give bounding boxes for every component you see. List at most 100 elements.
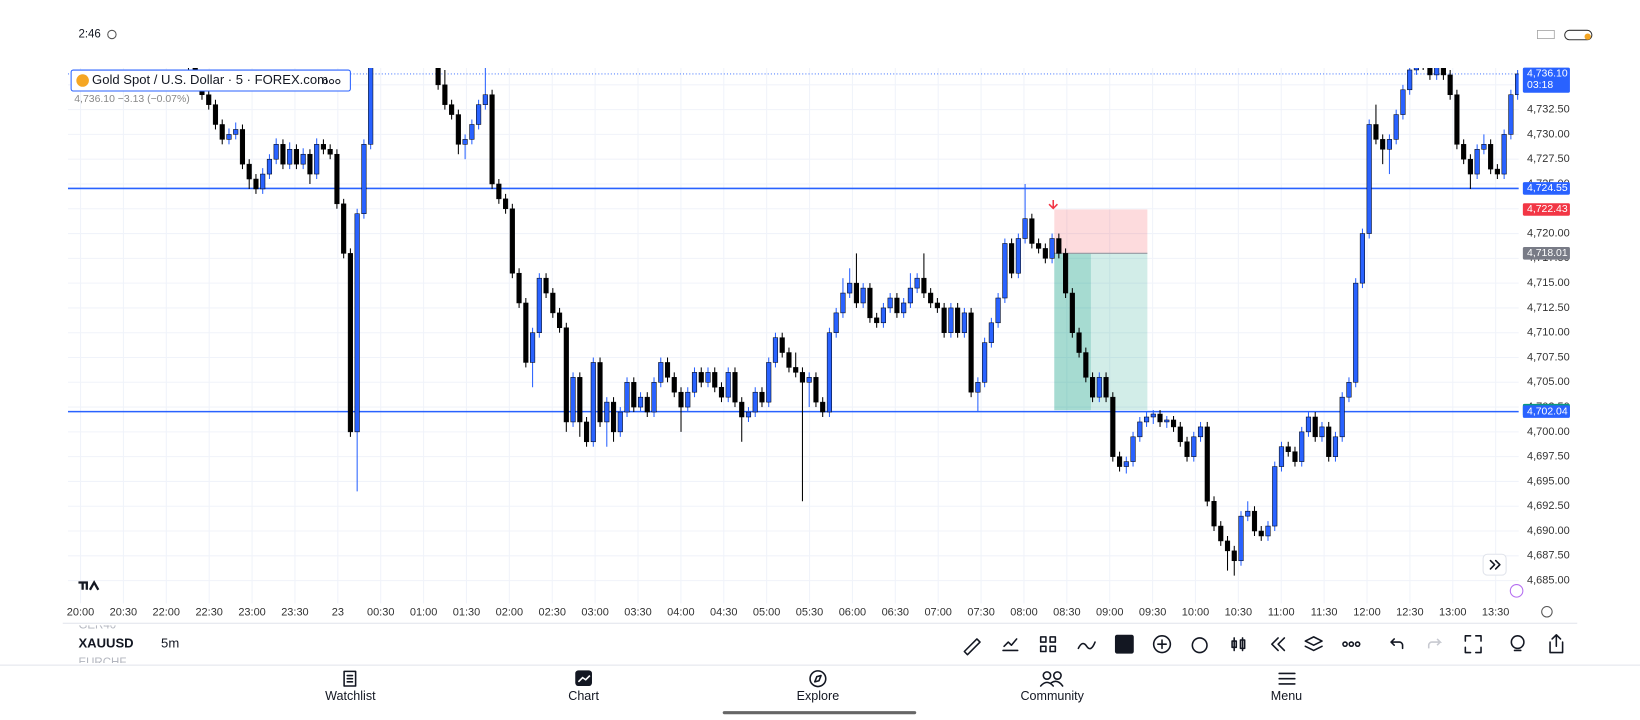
candle-body bbox=[536, 277, 542, 333]
candles bbox=[125, 30, 1519, 576]
alert[interactable] bbox=[1191, 637, 1208, 654]
add[interactable] bbox=[1152, 635, 1172, 654]
candle-body bbox=[1090, 377, 1096, 398]
candle-body bbox=[1413, 67, 1419, 71]
legend-box[interactable] bbox=[70, 69, 351, 92]
candle-body bbox=[955, 307, 961, 333]
x-tick-label: 20:00 bbox=[67, 607, 94, 619]
candle-body bbox=[1130, 436, 1136, 462]
line-badge-label: 4,702.04 bbox=[1527, 406, 1568, 417]
candle-body bbox=[266, 158, 273, 175]
candle-body bbox=[1009, 243, 1015, 274]
nav-item[interactable]: Chart bbox=[568, 689, 599, 703]
candle-body bbox=[173, 45, 178, 55]
candle-body bbox=[179, 45, 184, 55]
x-tick-label: 12:30 bbox=[1396, 607, 1423, 619]
interval[interactable]: 5m bbox=[161, 636, 179, 651]
candle-body bbox=[563, 327, 569, 423]
candle-body bbox=[375, 30, 380, 35]
draw-tool[interactable] bbox=[963, 638, 981, 656]
layers[interactable] bbox=[1304, 636, 1323, 652]
scroll-icon bbox=[1489, 559, 1501, 570]
candle-body bbox=[557, 312, 563, 329]
candle-body bbox=[1231, 550, 1237, 562]
candle-body bbox=[1292, 451, 1298, 462]
candle-body bbox=[206, 94, 212, 105]
last-price-badge bbox=[1522, 67, 1570, 93]
candle-body bbox=[1447, 74, 1453, 96]
templates[interactable] bbox=[1039, 636, 1057, 653]
candle-body bbox=[624, 382, 630, 413]
candle-body bbox=[1211, 501, 1217, 527]
candle-body bbox=[1157, 413, 1163, 423]
candle-body bbox=[874, 317, 880, 324]
x-tick-label: 05:30 bbox=[796, 607, 823, 619]
y-tick-label: 4,687.50 bbox=[1527, 550, 1570, 562]
candle-body bbox=[146, 35, 151, 45]
candle-body bbox=[853, 282, 859, 304]
undo[interactable] bbox=[1390, 638, 1404, 650]
candle-body bbox=[928, 292, 934, 304]
fullscreen[interactable] bbox=[1464, 635, 1482, 654]
chart-type[interactable] bbox=[1231, 637, 1246, 652]
redo bbox=[1427, 638, 1443, 649]
x-tick-label: 06:00 bbox=[839, 607, 866, 619]
symbol-next[interactable]: EURCHF bbox=[78, 657, 126, 669]
candle-body bbox=[1042, 248, 1048, 259]
nav-item[interactable]: Explore bbox=[797, 689, 840, 703]
candle-body bbox=[125, 35, 130, 45]
candle-body bbox=[212, 104, 219, 125]
ideas[interactable] bbox=[1510, 635, 1525, 650]
symbol-current[interactable]: XAUUSD bbox=[78, 636, 133, 651]
candle-body bbox=[300, 153, 306, 165]
candle-body bbox=[1191, 436, 1197, 457]
entry-badge-label: 4,718.01 bbox=[1527, 248, 1568, 259]
candle-body bbox=[570, 377, 576, 423]
nav-item[interactable]: Community bbox=[1020, 689, 1084, 703]
more[interactable] bbox=[1342, 641, 1361, 648]
candle-body bbox=[732, 372, 738, 403]
y-tick-label: 4,692.50 bbox=[1527, 500, 1570, 512]
candle-body bbox=[887, 297, 893, 309]
candle-body bbox=[462, 139, 468, 145]
candle-body bbox=[239, 129, 246, 165]
x-tick-label: 04:30 bbox=[710, 607, 737, 619]
candle-body bbox=[637, 396, 644, 408]
candle-body bbox=[725, 372, 731, 398]
candle-body bbox=[327, 149, 333, 155]
y-tick-label: 4,697.50 bbox=[1527, 451, 1570, 463]
nav-icon bbox=[1278, 672, 1296, 685]
share[interactable] bbox=[1549, 633, 1564, 654]
candle-body bbox=[610, 401, 617, 433]
stop-zone bbox=[1054, 209, 1148, 254]
candle-body bbox=[1299, 431, 1305, 462]
tv-button[interactable] bbox=[1114, 634, 1134, 654]
indicators[interactable] bbox=[1002, 638, 1019, 652]
candle-body bbox=[867, 287, 873, 319]
symbol-prev[interactable]: GER40 bbox=[78, 619, 116, 631]
candle-body bbox=[1440, 67, 1446, 76]
y-tick-label: 4,707.50 bbox=[1527, 351, 1570, 363]
candle-body bbox=[651, 382, 657, 413]
entry-badge bbox=[1522, 247, 1570, 260]
legend-more[interactable] bbox=[322, 78, 341, 85]
candle-body bbox=[503, 198, 509, 210]
candle-body bbox=[361, 144, 367, 214]
x-tick-label: 05:00 bbox=[753, 607, 780, 619]
x-tick-label: 22:30 bbox=[195, 607, 222, 619]
settings-icon[interactable] bbox=[1541, 606, 1553, 618]
candle-body bbox=[745, 411, 752, 418]
candle-body bbox=[820, 401, 826, 413]
signal-icon bbox=[1537, 30, 1555, 40]
nav-item[interactable]: Watchlist bbox=[325, 689, 376, 703]
alert-icon[interactable] bbox=[1509, 584, 1524, 598]
candle-body bbox=[705, 372, 711, 383]
compare[interactable] bbox=[1077, 641, 1096, 650]
nav-item[interactable]: Menu bbox=[1271, 689, 1302, 703]
candle-body bbox=[1056, 238, 1062, 254]
candle-body bbox=[1366, 124, 1372, 234]
x-tick-label: 20:30 bbox=[110, 607, 137, 619]
replay[interactable] bbox=[1271, 637, 1286, 652]
candle-body bbox=[914, 277, 920, 289]
quote: 4,736.10 −3.13 (−0.07%) bbox=[74, 94, 189, 105]
